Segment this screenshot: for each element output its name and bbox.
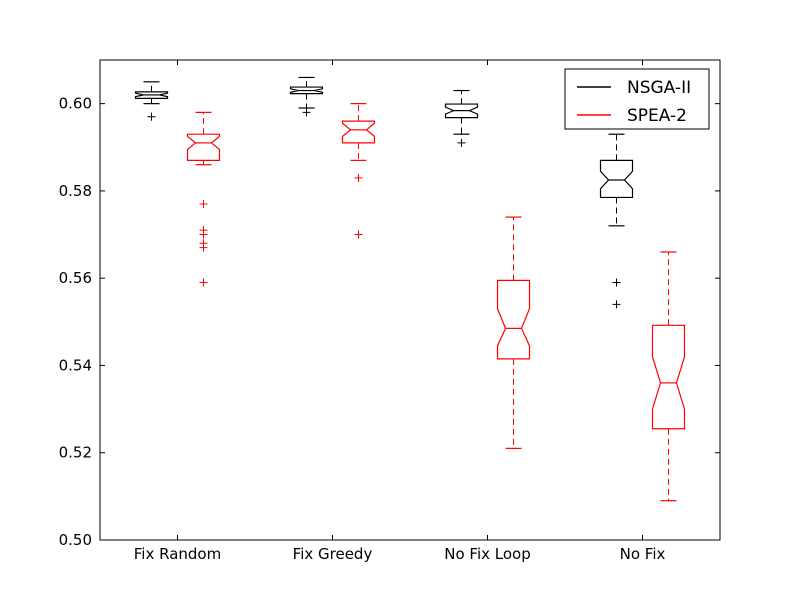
plot-marks [134,76,686,502]
x-tick-label: Fix Greedy [293,545,373,563]
box-spea-2-1 [186,111,221,287]
box-spea-2-4 [651,251,686,502]
box-body [341,120,376,144]
box-body [651,324,686,430]
axis-ticks: 0.50 0.52 0.54 0.56 0.58 0.60 Fix Random Fix Gr… [59,60,720,563]
box-body [289,86,324,95]
outlier-point [199,200,208,208]
legend-label-spea-2: SPEA-2 [627,106,687,126]
outlier-point [199,243,208,252]
outlier-point [354,173,363,182]
box-body [444,103,479,119]
y-tick-label: 0.54 [59,356,92,374]
series-nsga-ii [134,76,634,309]
outlier-point [302,108,311,117]
y-tick-label: 0.58 [59,182,92,200]
box-nsga-ii-4 [599,133,634,309]
box-body [186,133,221,161]
y-tick-label: 0.50 [59,531,92,549]
outlier-point [147,112,156,121]
series-spea-2 [186,103,686,502]
outlier-point [199,278,208,287]
box-spea-2-2 [341,103,376,239]
legend-box [564,68,710,130]
plot-frame [99,59,721,541]
x-tick-label: No Fix Loop [444,545,530,563]
y-tick-label: 0.60 [59,95,92,113]
legend-label-nsga-ii: NSGA-II [627,78,691,98]
box-body [496,279,531,360]
box-body [134,91,169,99]
outlier-point [354,230,363,239]
x-tick-label: Fix Random [134,545,221,563]
y-tick-label: 0.52 [59,444,92,462]
box-nsga-ii-2 [289,76,324,117]
box-nsga-ii-1 [134,81,169,121]
box-body [599,159,634,199]
outlier-point [612,300,621,309]
legend: NSGA-II SPEA-2 [564,68,710,130]
outlier-point [199,230,208,239]
x-tick-label: No Fix [620,545,666,563]
outlier-point [612,278,621,287]
y-tick-label: 0.56 [59,269,92,287]
box-spea-2-3 [496,216,531,449]
outlier-point [457,138,466,147]
box-nsga-ii-3 [444,89,479,147]
